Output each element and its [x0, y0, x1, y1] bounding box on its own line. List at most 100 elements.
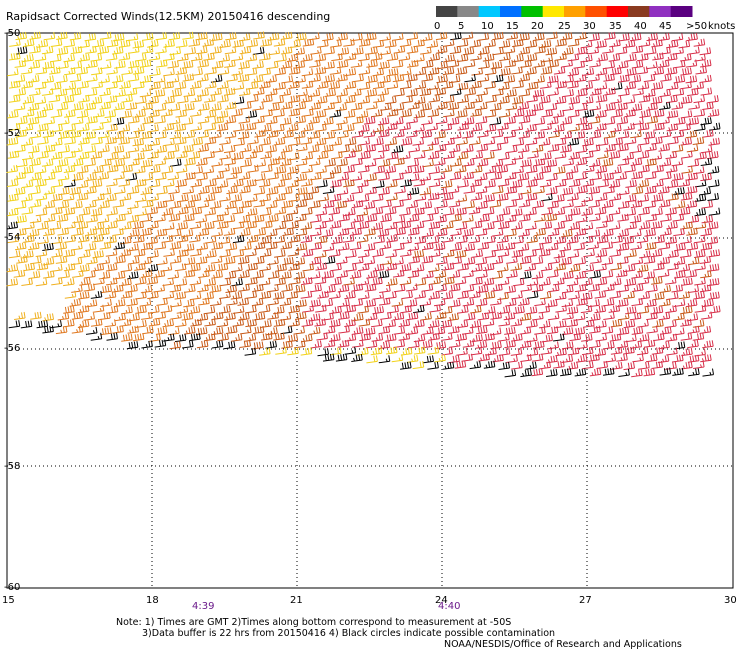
wind-barb: [336, 116, 348, 125]
wind-barb: [420, 312, 432, 321]
wind-barb: [174, 291, 187, 300]
wind-barb: [484, 67, 497, 76]
wind-barb: [623, 346, 635, 355]
wind-barb: [43, 200, 56, 209]
wind-barb: [533, 75, 545, 84]
wind-barb: [167, 144, 180, 153]
wind-barb: [175, 136, 187, 145]
wind-barb: [624, 194, 637, 203]
wind-barb: [567, 38, 580, 47]
wind-barb: [168, 116, 181, 125]
wind-barb: [504, 157, 517, 166]
wind-barb: [274, 221, 287, 230]
wind-barb: [329, 109, 342, 118]
wind-barb: [63, 319, 75, 328]
wind-barb: [708, 249, 721, 258]
wind-barb: [324, 158, 336, 167]
wind-barb: [490, 172, 502, 181]
wind-barb: [589, 313, 601, 322]
wind-barb: [231, 67, 243, 76]
wind-barb: [660, 213, 672, 222]
wind-barb: [78, 291, 90, 300]
wind-barb: [406, 283, 418, 292]
wind-barb: [511, 249, 524, 258]
wind-barb: [674, 243, 686, 252]
wind-barb: [392, 172, 404, 181]
wind-barb: [204, 94, 216, 103]
wind-barb: [286, 334, 299, 343]
wind-barb: [450, 256, 462, 265]
wind-barb: [547, 143, 560, 152]
wind-barb: [386, 278, 398, 287]
wind-barb: [64, 150, 76, 159]
wind-barb: [197, 228, 210, 237]
wind-barb: [308, 116, 320, 125]
wind-barb: [505, 186, 518, 195]
wind-barb: [566, 165, 579, 174]
wind-barb: [490, 143, 502, 152]
wind-barb: [168, 32, 181, 41]
wind-barb: [489, 102, 502, 111]
wind-barb: [330, 39, 342, 48]
legend-label-5: 5: [458, 21, 464, 32]
wind-barb: [106, 81, 118, 90]
wind-barb: [8, 250, 21, 259]
wind-barb: [554, 262, 566, 271]
wind-barb: [413, 124, 425, 133]
wind-barb: [562, 157, 574, 166]
wind-barb: [336, 187, 349, 196]
wind-barb: [435, 284, 447, 293]
wind-barb: [679, 123, 691, 132]
wind-barb: [666, 123, 679, 132]
wind-barb: [357, 347, 369, 356]
wind-barb: [323, 131, 336, 140]
wind-barb: [526, 179, 538, 188]
wind-barb: [567, 68, 580, 77]
wind-barb: [464, 74, 476, 83]
wind-barb: [245, 110, 258, 119]
wind-barb: [245, 208, 258, 217]
wind-barb: [134, 165, 146, 174]
wind-barb: [413, 207, 425, 216]
wind-barb: [56, 158, 69, 167]
wind-barb: [707, 165, 720, 174]
wind-barb: [211, 228, 223, 237]
wind-barb: [310, 46, 322, 55]
wind-barb: [51, 277, 63, 286]
wind-barb: [155, 172, 167, 181]
wind-barb: [351, 200, 364, 209]
wind-barb: [658, 341, 670, 350]
note-line-1: Note: 1) Times are GMT 2)Times along bot…: [116, 617, 511, 628]
wind-barb: [29, 199, 42, 208]
wind-barb: [300, 136, 313, 145]
wind-barb: [300, 290, 313, 299]
wind-barb: [560, 32, 573, 41]
wind-barb: [182, 31, 194, 40]
wind-barb: [646, 61, 658, 70]
wind-barb: [177, 206, 189, 215]
wind-barb: [358, 96, 371, 105]
wind-barb: [455, 333, 467, 342]
wind-barb: [253, 241, 266, 250]
wind-barb: [671, 33, 684, 42]
wind-barb: [574, 284, 587, 293]
wind-barb: [84, 145, 97, 154]
wind-barb: [63, 39, 75, 48]
wind-barb: [251, 145, 264, 154]
wind-barb: [203, 306, 216, 315]
wind-barb: [105, 248, 118, 257]
wind-barb: [210, 255, 223, 264]
wind-barb: [78, 123, 90, 132]
wind-barb: [41, 46, 54, 55]
wind-barb: [547, 59, 559, 68]
wind-barb: [281, 283, 293, 292]
wind-barb: [525, 137, 538, 146]
wind-barb: [154, 115, 166, 124]
wind-barb: [638, 291, 650, 300]
wind-barb: [645, 354, 658, 363]
wind-barb: [29, 158, 41, 167]
wind-barb: [447, 185, 460, 194]
wind-barb: [512, 80, 524, 89]
wind-barb: [631, 326, 644, 335]
wind-barb: [525, 361, 537, 370]
